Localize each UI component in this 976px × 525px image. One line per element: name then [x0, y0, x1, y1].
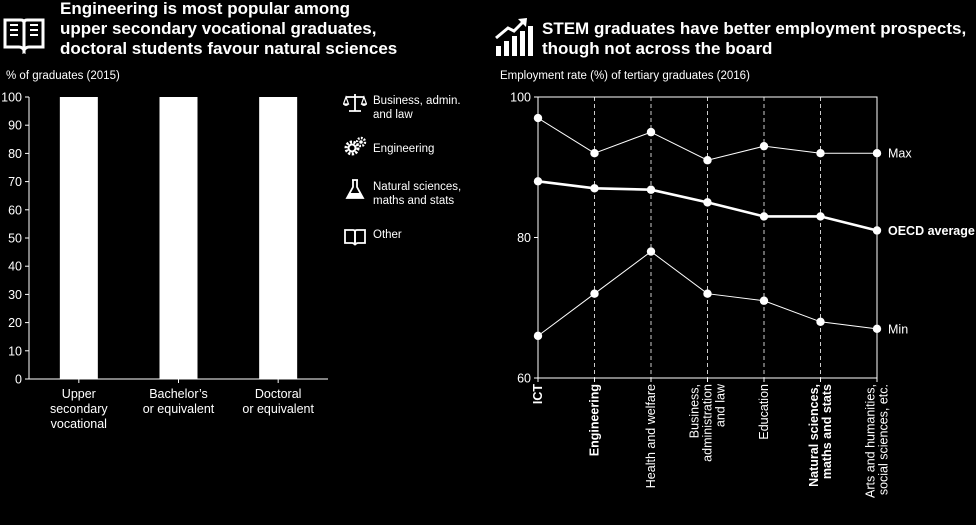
x-tick-label-line: Education	[757, 384, 771, 440]
x-tick-label: Education	[757, 384, 771, 440]
series-label: OECD average	[888, 224, 975, 238]
x-tick-label: ICT	[531, 384, 545, 405]
bar	[259, 97, 298, 379]
x-tick-label: Natural sciences, maths and stats	[807, 384, 834, 487]
x-tick-label-line: and law	[714, 383, 728, 427]
x-tick-label: Bachelor’s or equivalent	[143, 387, 215, 416]
legend-label-line: Engineering	[373, 143, 435, 155]
x-tick-label: Engineering	[588, 384, 602, 456]
legend-label: Other	[373, 228, 483, 242]
legend-label: Engineering	[373, 142, 483, 156]
data-point	[759, 296, 769, 305]
data-point	[759, 141, 769, 151]
data-point	[533, 331, 543, 341]
data-point	[872, 226, 882, 235]
data-point	[533, 177, 543, 186]
y-tick-label: 50	[8, 232, 22, 246]
left-unit-label: % of graduates (2015)	[6, 70, 120, 82]
left-chart-title: Engineering is most popular among upper …	[60, 0, 397, 59]
rising-chart-icon	[495, 18, 533, 56]
data-point	[533, 113, 543, 123]
data-point	[590, 184, 599, 193]
y-tick-label: 10	[8, 344, 22, 358]
book-icon	[3, 18, 45, 54]
y-tick-label: 90	[8, 119, 22, 133]
x-tick-label-line: Natural sciences,	[807, 384, 821, 487]
data-point	[816, 149, 825, 158]
legend-label-line: Other	[373, 229, 402, 241]
x-tick-label-line: maths and stats	[820, 384, 834, 479]
y-tick-label: 60	[8, 203, 22, 217]
y-tick-label: 80	[517, 231, 531, 245]
x-tick-label-line: Health and welfare	[644, 384, 658, 488]
y-tick-label: 80	[8, 147, 22, 161]
x-tick-label-line: Business,	[688, 384, 702, 438]
bar	[159, 97, 198, 379]
legend-label-line: and law	[373, 109, 413, 121]
right-chart-title: STEM graduates have better employment pr…	[542, 19, 966, 59]
y-tick-label: 20	[8, 316, 22, 330]
left-title-line: doctoral students favour natural science…	[60, 39, 398, 58]
x-tick-label-line: Arts and humanities,	[864, 384, 878, 498]
x-tick-label-line: administration	[701, 384, 715, 462]
data-point	[816, 212, 825, 221]
data-point	[590, 289, 599, 298]
y-tick-label: 100	[1, 91, 22, 105]
y-tick-label: 30	[8, 288, 22, 302]
data-point	[646, 127, 656, 137]
series-label: Max	[888, 147, 912, 161]
right-title-line: STEM graduates have better employment pr…	[542, 19, 967, 38]
right-line-chart: 60 80 100 Max OECD average Min ICT Engineering H…	[510, 91, 975, 498]
y-tick-label: 0	[15, 373, 22, 387]
x-tick-label: Health and welfare	[644, 384, 658, 488]
x-tick-label: Business, administration and law	[688, 383, 728, 462]
data-point	[703, 289, 712, 298]
bar	[59, 97, 98, 379]
y-tick-label: 60	[517, 372, 531, 386]
y-tick-label: 70	[8, 175, 22, 189]
left-title-line: Engineering is most popular among	[60, 0, 350, 18]
data-point	[816, 317, 825, 326]
data-point	[703, 156, 712, 165]
data-point	[759, 212, 769, 221]
data-point	[590, 149, 599, 158]
data-point	[646, 185, 656, 194]
book-icon	[344, 229, 366, 246]
right-title-line: though not across the board	[542, 39, 773, 58]
left-bar-chart: 0 10 20 30 40 50 60 70 80 90 100 Upper secondary voca…	[1, 91, 328, 431]
right-unit-label: Employment rate (%) of tertiary graduate…	[500, 70, 750, 82]
legend-label-line: Natural sciences,	[373, 181, 462, 193]
x-tick-label: Upper secondary vocational	[50, 387, 108, 431]
legend-label-line: maths and stats	[373, 195, 455, 207]
x-tick-label: Arts and humanities, social sciences, etc…	[864, 384, 891, 498]
left-title-line: upper secondary vocational graduates,	[60, 19, 377, 38]
legend-label: Business, admin. and law	[373, 94, 483, 122]
data-point	[646, 247, 656, 256]
data-point	[703, 198, 712, 207]
data-point	[872, 324, 882, 334]
x-tick-label: Doctoral or equivalent	[242, 387, 314, 416]
x-tick-label-line: Engineering	[588, 384, 602, 456]
flask-icon	[345, 179, 365, 199]
gears-icon	[344, 136, 367, 156]
y-tick-label: 40	[8, 260, 22, 274]
x-tick-label-line: ICT	[531, 384, 545, 405]
series-label: Min	[888, 322, 908, 336]
legend-label: Natural sciences, maths and stats	[373, 180, 483, 208]
data-point	[872, 149, 882, 158]
legend-label-line: Business, admin.	[373, 95, 461, 107]
x-tick-label-line: social sciences, etc.	[877, 384, 891, 495]
y-tick-label: 100	[510, 91, 531, 105]
scales-icon	[343, 94, 367, 112]
